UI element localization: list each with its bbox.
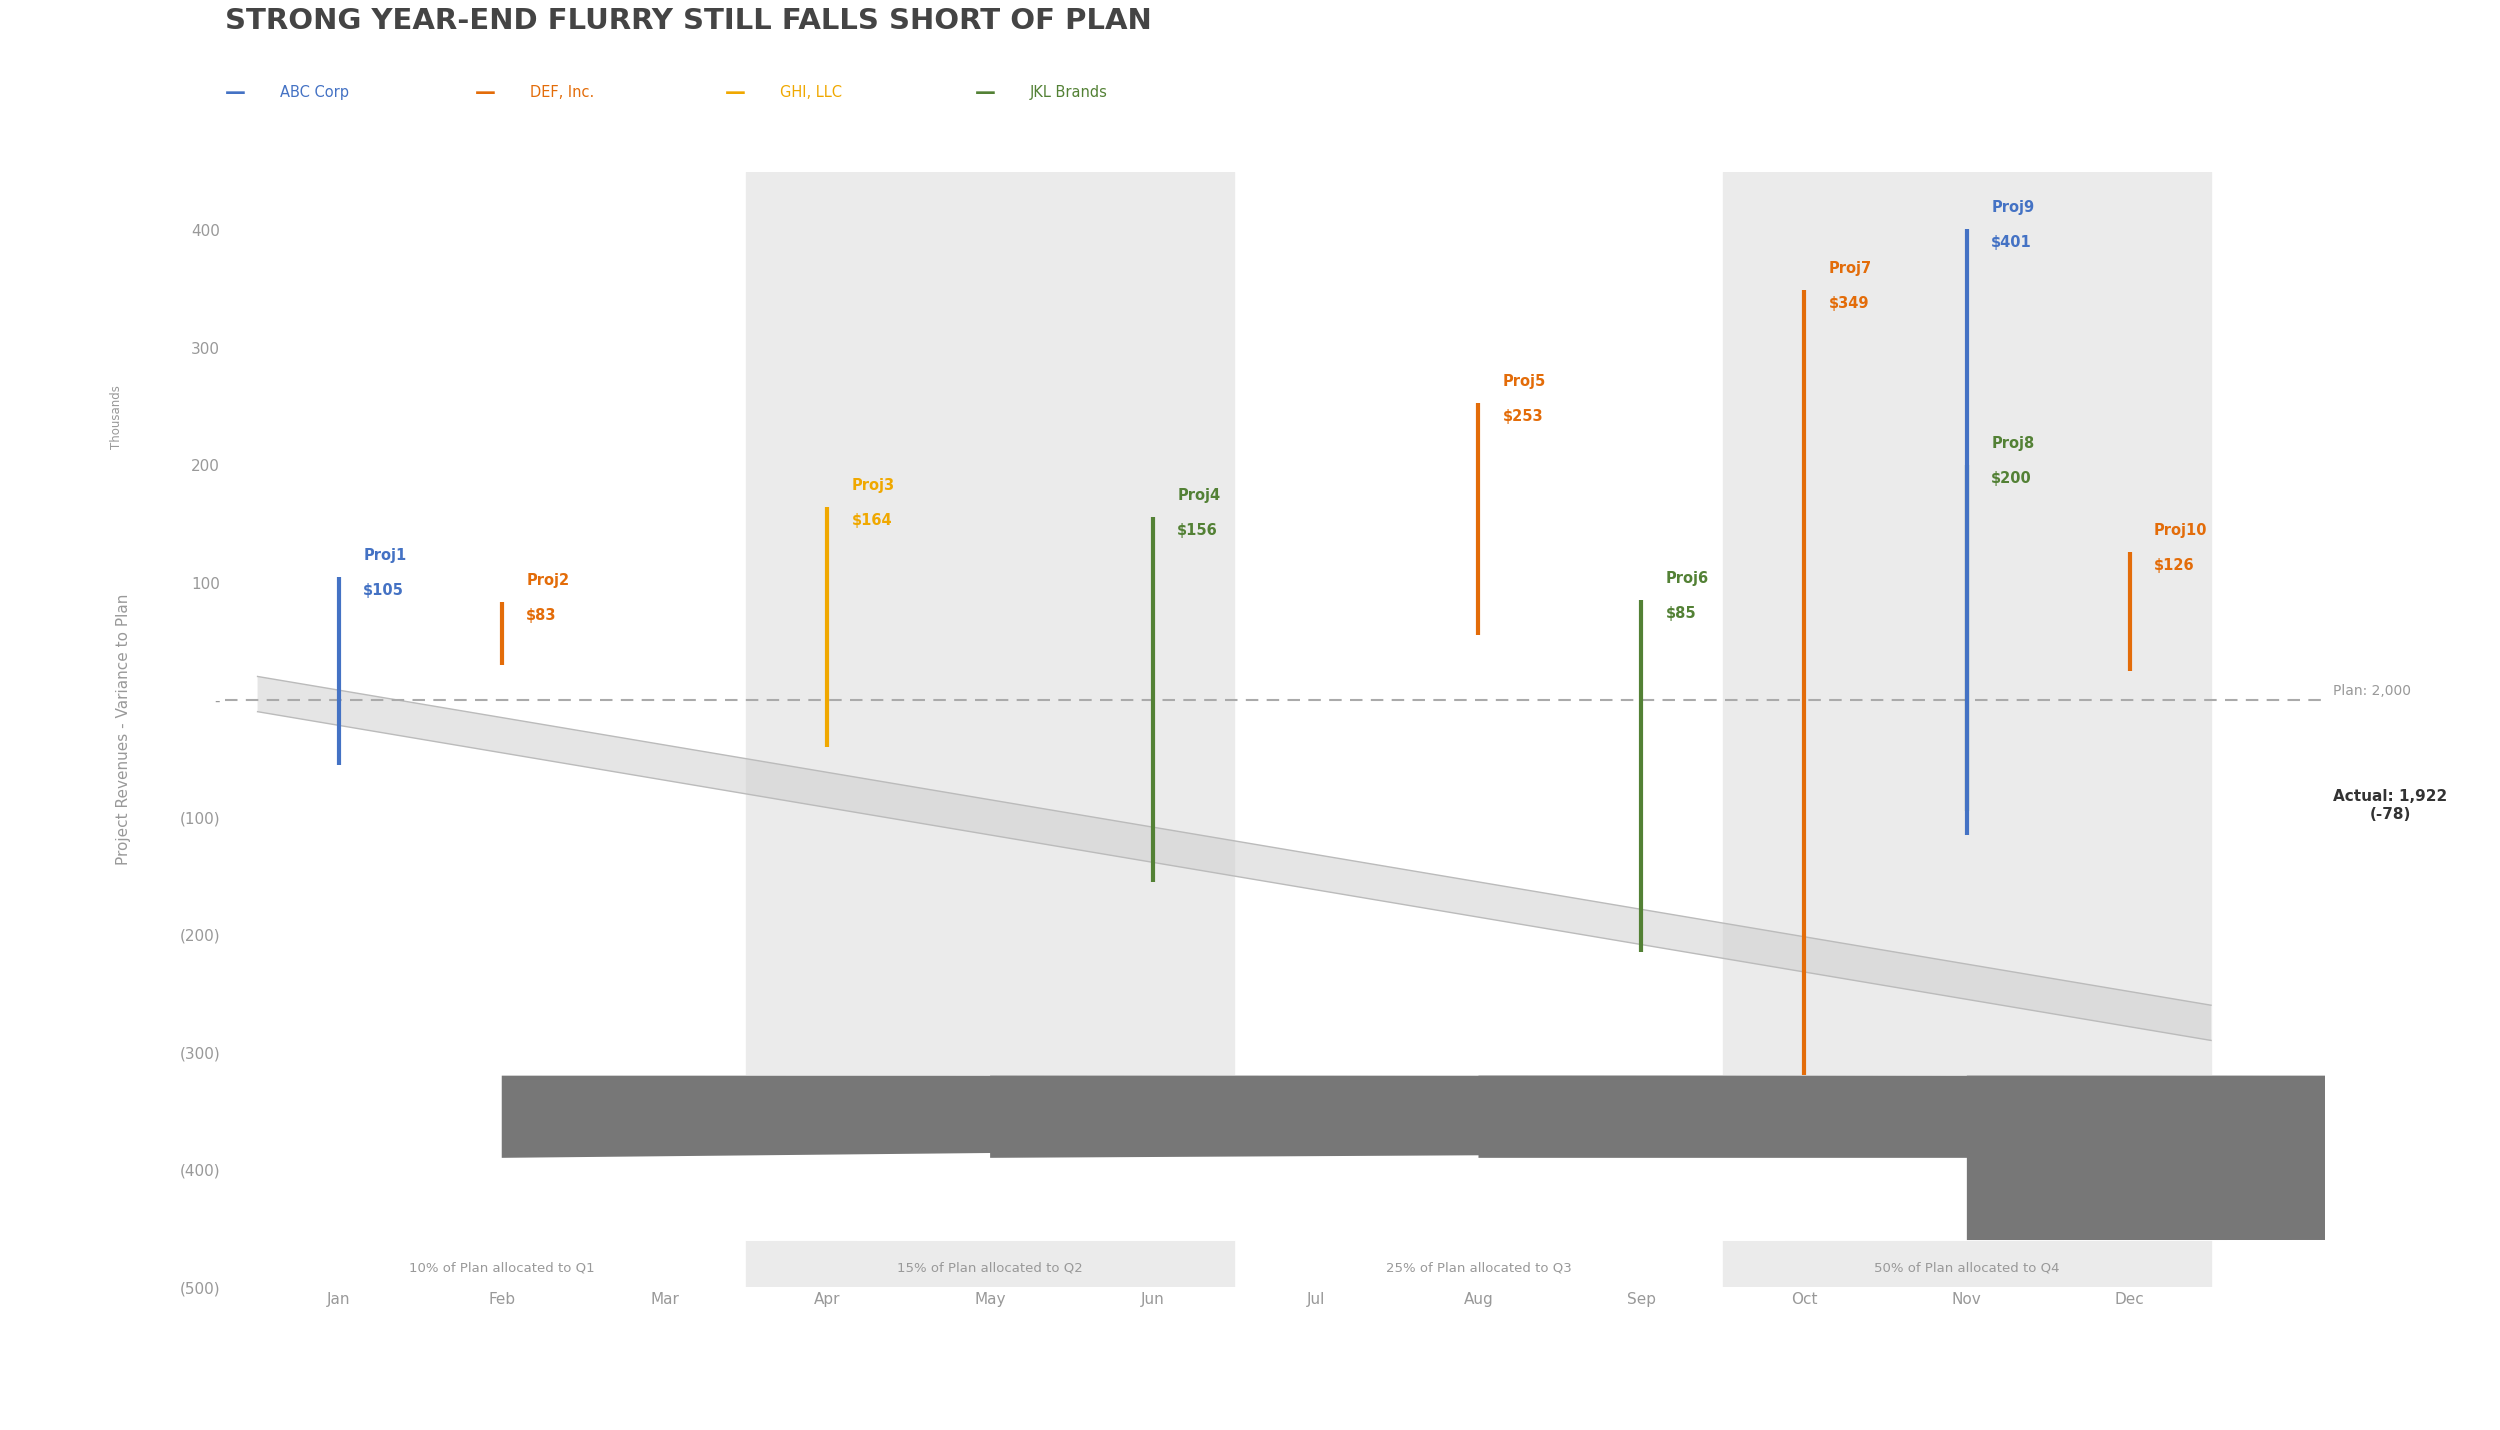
Text: —: — [975, 83, 995, 103]
Text: —: — [725, 83, 745, 103]
Text: $349: $349 [1828, 296, 1870, 312]
Text: Proj2: Proj2 [525, 573, 570, 588]
Text: Proj8: Proj8 [1992, 436, 2035, 450]
Text: $253: $253 [1502, 409, 1542, 423]
Circle shape [0, 1075, 2500, 1240]
Wedge shape [1478, 1075, 2500, 1158]
Wedge shape [503, 1075, 2500, 1158]
Circle shape [0, 1075, 2500, 1240]
Bar [745, 172, 1235, 1287]
Text: Actual: 1,922
(-78): Actual: 1,922 (-78) [2332, 789, 2448, 822]
Text: —: — [225, 83, 245, 103]
Text: ABC Corp: ABC Corp [280, 86, 350, 100]
Text: Proj5: Proj5 [1502, 373, 1545, 389]
Y-axis label: Project Revenues - Variance to Plan: Project Revenues - Variance to Plan [115, 593, 130, 865]
Circle shape [0, 1075, 2500, 1240]
Text: Proj3: Proj3 [853, 478, 895, 493]
Text: Proj1: Proj1 [362, 548, 408, 562]
Text: Proj4: Proj4 [1178, 488, 1220, 503]
Text: $85: $85 [1665, 606, 1698, 621]
Text: Plan: 2,000: Plan: 2,000 [2332, 684, 2410, 698]
Text: $105: $105 [362, 582, 405, 598]
Text: STRONG YEAR-END FLURRY STILL FALLS SHORT OF PLAN: STRONG YEAR-END FLURRY STILL FALLS SHORT… [225, 7, 1152, 36]
Text: $200: $200 [1992, 470, 2032, 486]
Circle shape [0, 1075, 2500, 1240]
Text: Proj10: Proj10 [2155, 523, 2208, 538]
Text: $401: $401 [1992, 235, 2032, 250]
Wedge shape [1968, 1075, 2500, 1240]
Bar [1722, 172, 2210, 1287]
Text: $126: $126 [2155, 558, 2195, 573]
Text: $164: $164 [853, 513, 892, 528]
Text: —: — [475, 83, 495, 103]
Text: 50% of Plan allocated to Q4: 50% of Plan allocated to Q4 [1875, 1261, 2060, 1274]
Text: 25% of Plan allocated to Q3: 25% of Plan allocated to Q3 [1385, 1261, 1572, 1274]
Text: DEF, Inc.: DEF, Inc. [530, 86, 595, 100]
Text: Proj9: Proj9 [1992, 200, 2035, 214]
Text: 15% of Plan allocated to Q2: 15% of Plan allocated to Q2 [898, 1261, 1082, 1274]
Text: $156: $156 [1178, 522, 1218, 538]
Text: 10% of Plan allocated to Q1: 10% of Plan allocated to Q1 [410, 1261, 595, 1274]
Text: JKL Brands: JKL Brands [1030, 86, 1108, 100]
Text: Thousands: Thousands [110, 385, 123, 449]
Polygon shape [258, 676, 2210, 1041]
Text: GHI, LLC: GHI, LLC [780, 86, 842, 100]
Text: Proj7: Proj7 [1828, 262, 1872, 276]
Wedge shape [990, 1075, 2500, 1158]
Text: Proj6: Proj6 [1665, 571, 1710, 586]
Text: $83: $83 [525, 608, 558, 623]
